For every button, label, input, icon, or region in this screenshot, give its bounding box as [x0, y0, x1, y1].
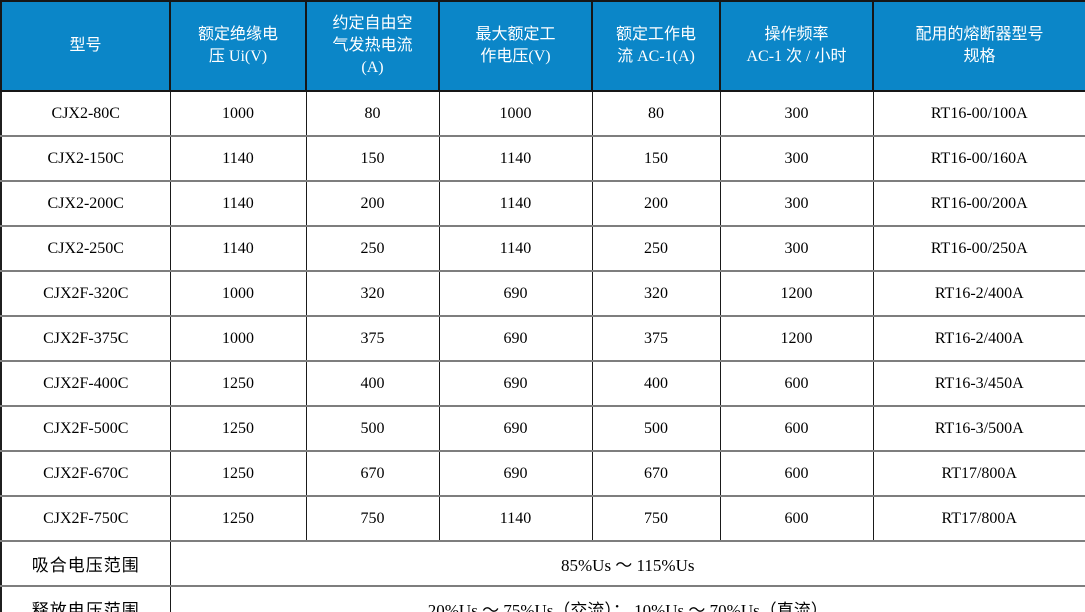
- table-row: CJX2-80C 1000 80 1000 80 300 RT16-00/100A: [0, 90, 1085, 137]
- conventional-free-air-thermal-current-cell: 80: [305, 90, 440, 137]
- table-body: CJX2-80C 1000 80 1000 80 300 RT16-00/100A CJX2-…: [0, 90, 1085, 542]
- header-row: 型号 额定绝缘电 压 Ui(V) 约定自由空 气发热电流 (A) 最大额定工 作…: [0, 0, 1085, 92]
- rated-insulation-voltage-cell: 1250: [169, 495, 307, 542]
- matched-fuse-model-spec-cell: RT16-3/500A: [872, 405, 1085, 452]
- operating-frequency-cell: 300: [719, 225, 874, 272]
- rated-insulation-voltage-cell: 1140: [169, 225, 307, 272]
- matched-fuse-model-spec-cell: RT17/800A: [872, 495, 1085, 542]
- col-header-conventional-free-air-thermal-current: 约定自由空 气发热电流 (A): [305, 0, 440, 92]
- operating-frequency-cell: 600: [719, 450, 874, 497]
- conventional-free-air-thermal-current-cell: 500: [305, 405, 440, 452]
- table-footer: 吸合电压范围 85%Us ～ 115%Us 释放电压范围 20%Us ～ 75%…: [0, 540, 1085, 612]
- col-header-model: 型号: [0, 0, 171, 92]
- rated-insulation-voltage-cell: 1000: [169, 315, 307, 362]
- model-cell: CJX2F-500C: [0, 405, 171, 452]
- rated-working-current-ac1-cell: 320: [591, 270, 721, 317]
- model-cell: CJX2-250C: [0, 225, 171, 272]
- max-rated-working-voltage-cell: 690: [438, 315, 593, 362]
- conventional-free-air-thermal-current-cell: 150: [305, 135, 440, 182]
- model-cell: CJX2F-375C: [0, 315, 171, 362]
- col-header-rated-insulation-voltage: 额定绝缘电 压 Ui(V): [169, 0, 307, 92]
- conventional-free-air-thermal-current-cell: 400: [305, 360, 440, 407]
- max-rated-working-voltage-cell: 1140: [438, 135, 593, 182]
- rated-working-current-ac1-cell: 150: [591, 135, 721, 182]
- max-rated-working-voltage-cell: 690: [438, 405, 593, 452]
- col-header-rated-working-current-ac1: 额定工作电 流 AC-1(A): [591, 0, 721, 92]
- rated-working-current-ac1-cell: 400: [591, 360, 721, 407]
- rated-working-current-ac1-cell: 500: [591, 405, 721, 452]
- matched-fuse-model-spec-cell: RT16-2/400A: [872, 270, 1085, 317]
- operating-frequency-cell: 1200: [719, 315, 874, 362]
- conventional-free-air-thermal-current-cell: 670: [305, 450, 440, 497]
- rated-working-current-ac1-cell: 670: [591, 450, 721, 497]
- pull-in-voltage-range-label: 吸合电压范围: [0, 540, 171, 587]
- max-rated-working-voltage-cell: 1140: [438, 495, 593, 542]
- model-cell: CJX2F-400C: [0, 360, 171, 407]
- max-rated-working-voltage-cell: 1140: [438, 180, 593, 227]
- table-row: CJX2F-400C 1250 400 690 400 600 RT16-3/450A: [0, 360, 1085, 407]
- operating-frequency-cell: 300: [719, 90, 874, 137]
- conventional-free-air-thermal-current-cell: 250: [305, 225, 440, 272]
- matched-fuse-model-spec-cell: RT16-00/100A: [872, 90, 1085, 137]
- release-voltage-range-row: 释放电压范围 20%Us ～ 75%Us（交流）； 10%Us ～ 70%Us（…: [0, 585, 1085, 612]
- table-row: CJX2-200C 1140 200 1140 200 300 RT16-00/200A: [0, 180, 1085, 227]
- rated-working-current-ac1-cell: 200: [591, 180, 721, 227]
- max-rated-working-voltage-cell: 690: [438, 270, 593, 317]
- operating-frequency-cell: 600: [719, 405, 874, 452]
- table-row: CJX2F-670C 1250 670 690 670 600 RT17/800A: [0, 450, 1085, 497]
- release-voltage-range-value: 20%Us ～ 75%Us（交流）； 10%Us ～ 70%Us（直流）: [169, 585, 1085, 612]
- conventional-free-air-thermal-current-cell: 375: [305, 315, 440, 362]
- pull-in-voltage-range-value: 85%Us ～ 115%Us: [169, 540, 1085, 587]
- max-rated-working-voltage-cell: 1000: [438, 90, 593, 137]
- table-row: CJX2-250C 1140 250 1140 250 300 RT16-00/250A: [0, 225, 1085, 272]
- operating-frequency-cell: 600: [719, 495, 874, 542]
- operating-frequency-cell: 300: [719, 135, 874, 182]
- rated-insulation-voltage-cell: 1140: [169, 135, 307, 182]
- conventional-free-air-thermal-current-cell: 200: [305, 180, 440, 227]
- table-row: CJX2F-375C 1000 375 690 375 1200 RT16-2/400A: [0, 315, 1085, 362]
- table-row: CJX2F-320C 1000 320 690 320 1200 RT16-2/400A: [0, 270, 1085, 317]
- rated-insulation-voltage-cell: 1250: [169, 405, 307, 452]
- model-cell: CJX2F-750C: [0, 495, 171, 542]
- rated-insulation-voltage-cell: 1000: [169, 90, 307, 137]
- rated-insulation-voltage-cell: 1140: [169, 180, 307, 227]
- matched-fuse-model-spec-cell: RT16-00/200A: [872, 180, 1085, 227]
- operating-frequency-cell: 1200: [719, 270, 874, 317]
- col-header-operating-frequency: 操作频率 AC-1 次 / 小时: [719, 0, 874, 92]
- table-header: 型号 额定绝缘电 压 Ui(V) 约定自由空 气发热电流 (A) 最大额定工 作…: [0, 0, 1085, 92]
- conventional-free-air-thermal-current-cell: 750: [305, 495, 440, 542]
- matched-fuse-model-spec-cell: RT16-00/250A: [872, 225, 1085, 272]
- table-row: CJX2F-750C 1250 750 1140 750 600 RT17/800A: [0, 495, 1085, 542]
- rated-working-current-ac1-cell: 250: [591, 225, 721, 272]
- max-rated-working-voltage-cell: 690: [438, 360, 593, 407]
- rated-insulation-voltage-cell: 1250: [169, 360, 307, 407]
- model-cell: CJX2-200C: [0, 180, 171, 227]
- model-cell: CJX2F-670C: [0, 450, 171, 497]
- matched-fuse-model-spec-cell: RT16-3/450A: [872, 360, 1085, 407]
- operating-frequency-cell: 600: [719, 360, 874, 407]
- col-header-matched-fuse-model-spec: 配用的熔断器型号 规格: [872, 0, 1085, 92]
- rated-working-current-ac1-cell: 80: [591, 90, 721, 137]
- rated-working-current-ac1-cell: 375: [591, 315, 721, 362]
- release-voltage-range-label: 释放电压范围: [0, 585, 171, 612]
- model-cell: CJX2-150C: [0, 135, 171, 182]
- conventional-free-air-thermal-current-cell: 320: [305, 270, 440, 317]
- rated-insulation-voltage-cell: 1000: [169, 270, 307, 317]
- rated-working-current-ac1-cell: 750: [591, 495, 721, 542]
- col-header-max-rated-working-voltage: 最大额定工 作电压(V): [438, 0, 593, 92]
- pull-in-voltage-range-row: 吸合电压范围 85%Us ～ 115%Us: [0, 540, 1085, 587]
- matched-fuse-model-spec-cell: RT16-00/160A: [872, 135, 1085, 182]
- table-row: CJX2-150C 1140 150 1140 150 300 RT16-00/160A: [0, 135, 1085, 182]
- matched-fuse-model-spec-cell: RT17/800A: [872, 450, 1085, 497]
- model-cell: CJX2F-320C: [0, 270, 171, 317]
- max-rated-working-voltage-cell: 1140: [438, 225, 593, 272]
- table-row: CJX2F-500C 1250 500 690 500 600 RT16-3/500A: [0, 405, 1085, 452]
- operating-frequency-cell: 300: [719, 180, 874, 227]
- model-cell: CJX2-80C: [0, 90, 171, 137]
- matched-fuse-model-spec-cell: RT16-2/400A: [872, 315, 1085, 362]
- rated-insulation-voltage-cell: 1250: [169, 450, 307, 497]
- max-rated-working-voltage-cell: 690: [438, 450, 593, 497]
